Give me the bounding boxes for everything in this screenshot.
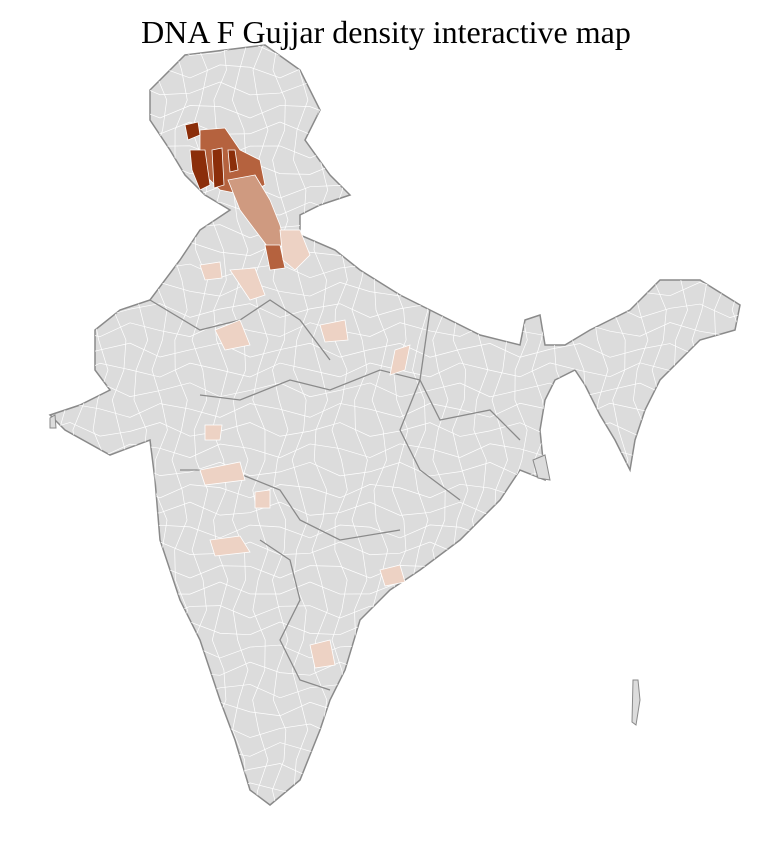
state-border [259,539,331,691]
district-border [50,741,740,757]
density-region-low[interactable] [204,424,223,441]
district-border [271,45,289,805]
district-border [711,45,729,805]
district-border [50,382,740,398]
district-border [50,201,740,216]
district-border [50,121,740,136]
density-regions [184,121,411,669]
district-border [50,241,740,257]
district-border [50,402,740,418]
density-region-low[interactable] [214,319,251,351]
district-border [671,45,689,805]
district-border [50,782,740,798]
district-border [50,104,740,119]
india-base-layer [48,44,741,806]
density-region-low[interactable] [254,489,271,509]
islands [49,414,641,726]
district-border [50,81,740,96]
density-region-low[interactable] [309,639,336,669]
district-border [50,802,740,805]
district-border [50,45,740,57]
district-border [50,701,740,717]
density-region-high[interactable] [264,244,286,271]
density-region-low[interactable] [389,344,411,376]
island[interactable] [532,454,551,481]
district-border [551,45,569,805]
district-border [50,683,740,699]
density-region-low[interactable] [279,229,311,271]
district-border [50,342,740,358]
district-border [50,661,740,676]
density-region-very_high[interactable] [211,147,225,189]
district-border [592,45,609,805]
india-outline[interactable] [48,44,741,806]
district-border [651,45,669,805]
district-border [50,145,740,159]
district-border [50,184,740,199]
state-border [149,299,331,361]
density-region-low[interactable] [199,461,246,486]
state-border [399,309,461,501]
district-border [50,723,740,739]
density-region-very_high[interactable] [184,121,201,141]
density-region-very_high[interactable] [227,149,239,173]
density-region-low[interactable] [319,319,349,343]
district-border [50,605,740,619]
district-border [50,762,740,778]
district-border [32,40,48,820]
density-region-low[interactable] [229,267,266,301]
district-border [50,303,740,319]
map-title: DNA F Gujjar density interactive map [141,14,631,50]
district-border [50,161,740,176]
state-border [199,369,521,441]
island[interactable] [49,414,57,429]
district-border [291,45,309,805]
district-border [50,263,740,279]
district-border [571,45,589,805]
density-region-low[interactable] [199,261,223,281]
district-border [50,224,740,239]
district-border [731,45,740,805]
district-border [752,40,768,820]
district-border [50,63,740,79]
district-border [50,644,740,659]
district-border [311,45,329,805]
district-border [50,322,740,338]
district-border [40,823,760,837]
density-region-very_high[interactable] [189,149,211,191]
district-border [691,45,708,805]
density-region-low[interactable] [209,535,251,557]
density-region-low[interactable] [379,564,406,587]
district-border [50,621,740,636]
island[interactable] [631,679,641,726]
